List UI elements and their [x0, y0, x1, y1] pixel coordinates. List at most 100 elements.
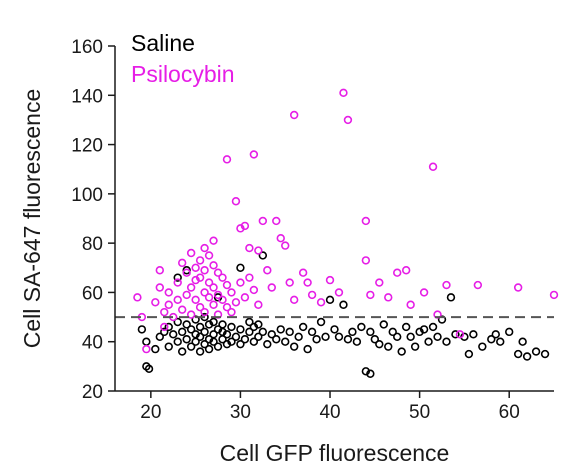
- point-saline: [393, 332, 402, 341]
- point-saline: [182, 335, 191, 344]
- point-saline: [263, 339, 272, 349]
- point-saline: [401, 322, 411, 332]
- point-saline: [200, 327, 209, 337]
- point-psilocybin: [186, 310, 196, 319]
- point-saline: [518, 337, 527, 346]
- point-saline: [325, 295, 335, 305]
- point-saline: [240, 335, 250, 344]
- point-saline: [231, 332, 241, 341]
- axes: [114, 46, 554, 392]
- point-saline: [540, 349, 550, 359]
- point-saline: [227, 337, 236, 346]
- point-saline: [272, 335, 281, 344]
- point-psilocybin: [204, 293, 214, 302]
- point-psilocybin: [222, 155, 232, 164]
- y-tick-label: 60: [82, 283, 103, 304]
- point-psilocybin: [393, 268, 402, 277]
- point-psilocybin: [186, 248, 196, 258]
- point-saline: [294, 332, 303, 341]
- x-tick-label: 60: [499, 402, 520, 423]
- point-psilocybin: [240, 293, 250, 302]
- point-psilocybin: [276, 234, 285, 243]
- point-saline: [491, 330, 500, 339]
- point-saline: [186, 342, 196, 351]
- y-tick-label: 140: [71, 86, 103, 107]
- point-saline: [522, 352, 532, 361]
- point-psilocybin: [442, 280, 451, 290]
- legend-label-psilocybin: Psilocybin: [131, 61, 235, 87]
- point-saline: [478, 342, 487, 351]
- point-saline: [209, 317, 218, 327]
- point-psilocybin: [361, 256, 371, 265]
- point-psilocybin: [164, 300, 173, 309]
- point-saline: [249, 337, 259, 346]
- point-psilocybin: [316, 298, 326, 307]
- point-psilocybin: [455, 330, 465, 339]
- point-saline: [222, 330, 232, 339]
- point-psilocybin: [204, 251, 214, 260]
- point-saline: [254, 320, 263, 329]
- point-saline: [469, 330, 478, 339]
- point-psilocybin: [227, 307, 236, 317]
- point-psilocybin: [366, 290, 375, 300]
- point-psilocybin: [177, 258, 187, 268]
- point-psilocybin: [281, 241, 290, 250]
- y-axis-label: Cell SA-647 fluorescence: [19, 89, 45, 349]
- point-psilocybin: [249, 150, 259, 159]
- point-psilocybin: [419, 288, 429, 297]
- y-tick-label: 160: [71, 37, 103, 58]
- x-tick-label: 30: [230, 402, 251, 423]
- point-saline: [348, 327, 357, 337]
- point-psilocybin: [227, 288, 236, 297]
- point-psilocybin: [384, 293, 393, 302]
- point-psilocybin: [186, 283, 196, 292]
- point-psilocybin: [209, 261, 218, 270]
- point-saline: [352, 337, 362, 346]
- point-saline: [428, 322, 438, 332]
- point-saline: [236, 339, 245, 349]
- point-psilocybin: [200, 307, 209, 317]
- point-saline: [442, 337, 451, 346]
- point-psilocybin: [209, 283, 218, 292]
- point-saline: [173, 337, 182, 346]
- point-psilocybin: [236, 278, 245, 287]
- point-psilocybin: [164, 288, 173, 297]
- y-tick-label: 80: [82, 234, 103, 255]
- point-saline: [258, 251, 268, 260]
- point-saline: [321, 332, 330, 341]
- point-saline: [505, 327, 514, 337]
- point-psilocybin: [361, 216, 371, 226]
- point-saline: [236, 325, 245, 334]
- point-psilocybin: [200, 266, 209, 275]
- ticks: 20 30 40 50 60 20 40 60 80 100 120 140 160: [71, 37, 519, 423]
- point-psilocybin: [240, 221, 250, 231]
- point-saline: [142, 337, 151, 346]
- y-tick-label: 100: [71, 185, 103, 206]
- point-saline: [531, 347, 541, 356]
- point-psilocybin: [549, 290, 559, 300]
- y-tick-label: 20: [82, 382, 103, 403]
- point-psilocybin: [258, 216, 268, 226]
- point-saline: [182, 320, 191, 329]
- point-saline: [289, 342, 299, 351]
- point-saline: [200, 339, 209, 349]
- point-psilocybin: [231, 298, 241, 307]
- point-saline: [312, 335, 321, 344]
- x-tick-label: 40: [319, 402, 340, 423]
- point-psilocybin: [289, 295, 299, 305]
- point-saline: [267, 330, 276, 339]
- point-saline: [513, 349, 523, 359]
- point-psilocybin: [222, 303, 232, 312]
- point-psilocybin: [473, 280, 483, 290]
- point-saline: [137, 325, 147, 334]
- point-saline: [375, 339, 384, 349]
- point-psilocybin: [218, 295, 227, 305]
- point-psilocybin: [285, 278, 294, 287]
- point-psilocybin: [195, 273, 205, 282]
- point-saline: [173, 317, 182, 327]
- point-psilocybin: [191, 295, 200, 305]
- point-psilocybin: [142, 344, 151, 354]
- point-psilocybin: [200, 288, 209, 297]
- legend-label-saline: Saline: [131, 30, 195, 56]
